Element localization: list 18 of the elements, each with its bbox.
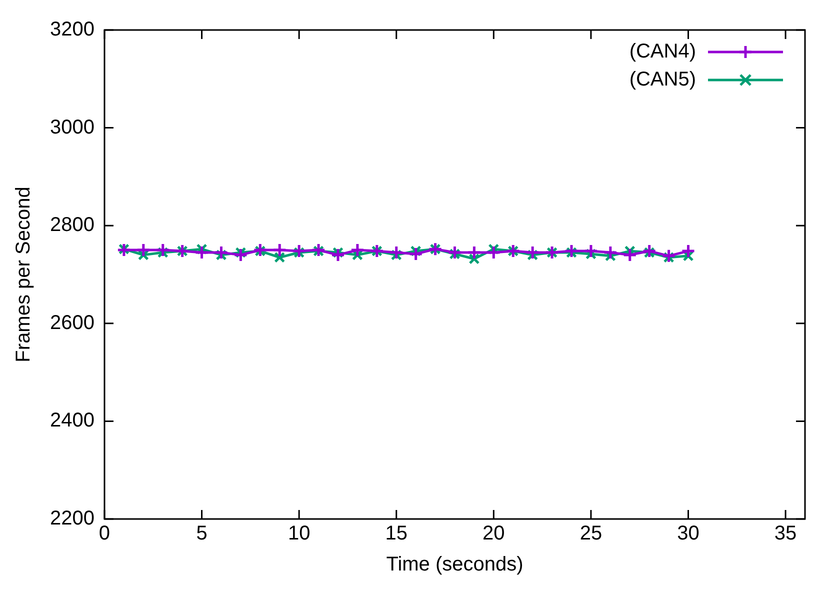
y-tick-label: 2200	[50, 508, 94, 530]
x-axis-title: Time (seconds)	[386, 554, 524, 576]
y-tick-label: 3200	[50, 18, 94, 41]
y-tick-label: 2800	[50, 214, 94, 236]
x-tick-label: 20	[482, 522, 505, 545]
legend-label: (CAN4)	[629, 40, 696, 63]
x-tick-label: 25	[580, 522, 602, 545]
x-tick-label: 10	[288, 522, 310, 545]
x-tick-label: 0	[98, 522, 110, 545]
x-tick-label: 15	[385, 522, 408, 545]
x-tick-label: 30	[677, 522, 700, 545]
y-tick-label: 2400	[50, 410, 94, 432]
y-tick-label: 3000	[50, 116, 94, 138]
y-tick-label: 2600	[50, 312, 94, 334]
x-tick-label: 5	[196, 522, 208, 545]
x-tick-label: 35	[774, 522, 797, 545]
legend-label: (CAN5)	[629, 68, 696, 91]
y-axis-title: Frames per Second	[12, 186, 35, 362]
